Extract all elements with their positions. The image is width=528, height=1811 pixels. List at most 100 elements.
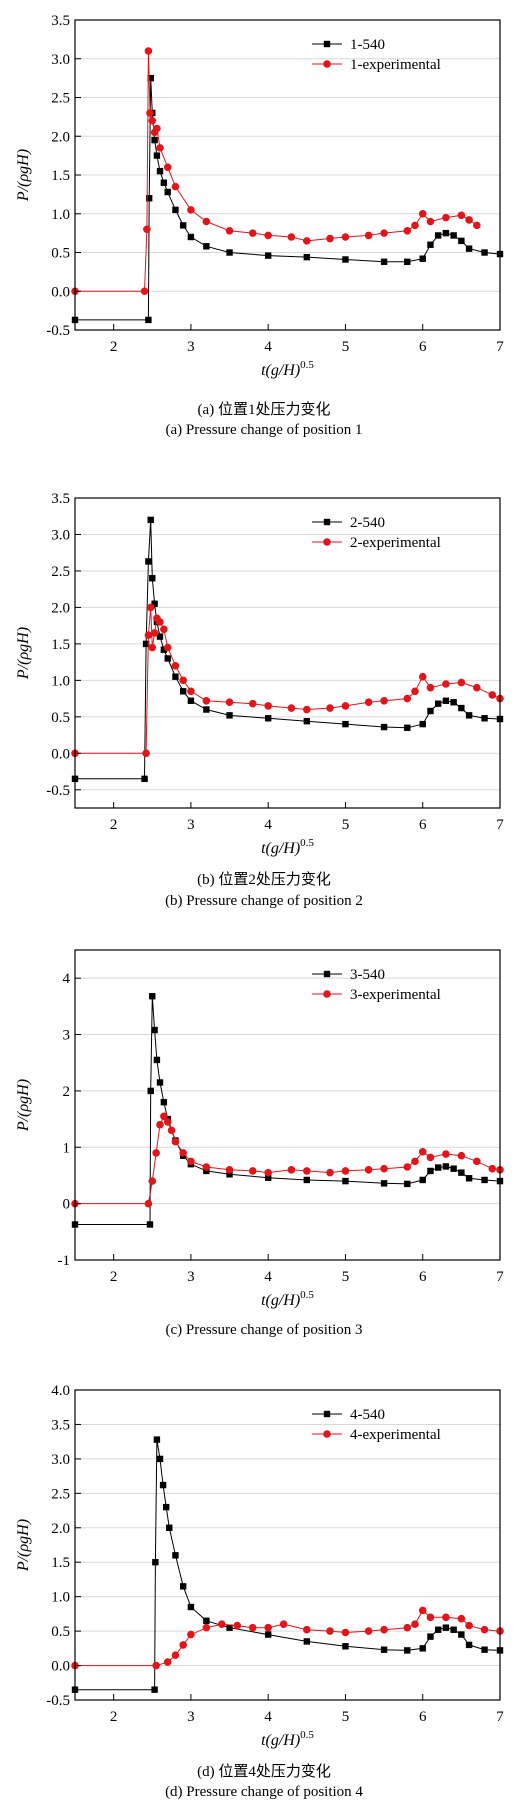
point-a-1-19 — [341, 233, 350, 241]
point-d-0-8 — [172, 1552, 179, 1559]
point-d-0-17 — [404, 1647, 411, 1654]
point-d-1-14 — [341, 1628, 350, 1637]
point-b-1-2 — [144, 631, 153, 639]
point-a-0-27 — [481, 249, 488, 256]
point-b-0-14 — [203, 706, 210, 713]
x-axis-label-a: t(g/H)0.5 — [261, 359, 314, 379]
legend-label-a-0: 1-540 — [350, 37, 385, 53]
ytick-label-a-8: 3.5 — [51, 13, 70, 29]
ytick-label-b-8: 3.5 — [51, 491, 70, 507]
chart-panel-c: 2 3 4 5 6 7 -1 0 1 2 3 4 t(g/H)0.5 P/(ρgH) 3-540 3-expe… — [0, 930, 528, 1350]
point-a-1-29 — [473, 221, 481, 230]
caption-cn-b: (b) 位置2处压力变化 — [197, 872, 331, 888]
point-b-1-13 — [202, 696, 211, 705]
series-c-1 — [71, 1112, 504, 1208]
point-a-0-16 — [303, 253, 311, 261]
point-d-0-19 — [427, 1633, 434, 1640]
point-c-1-12 — [225, 1166, 234, 1174]
point-d-0-14 — [303, 1638, 311, 1645]
ytick-label-a-1: 0.0 — [51, 284, 70, 300]
legend-c: 3-540 3-experimental — [312, 967, 441, 1003]
point-c-1-6 — [163, 1118, 172, 1126]
legend-label-d-0: 4-540 — [350, 1407, 385, 1423]
chart-b: 2 3 4 5 6 7 -0.5 0.0 0.5 1.0 1.5 2.0 2.5 3.0 3.5 t(g/H)… — [15, 491, 504, 857]
point-a-1-8 — [156, 144, 164, 152]
legend-marker-d-1 — [323, 1430, 331, 1438]
point-b-1-3 — [146, 603, 155, 612]
point-a-0-9 — [164, 188, 171, 196]
xtick-label-b-1: 3 — [187, 817, 195, 833]
ytick-label-c-1: 0 — [63, 1197, 71, 1213]
point-a-1-11 — [187, 206, 195, 214]
point-b-0-27 — [465, 712, 473, 719]
point-c-0-14 — [264, 1174, 272, 1181]
series-a-0 — [71, 74, 504, 324]
point-b-1-29 — [473, 683, 481, 692]
point-b-0-8 — [156, 633, 164, 640]
point-a-0-7 — [156, 167, 164, 175]
point-d-0-20 — [434, 1626, 442, 1633]
point-c-1-17 — [326, 1168, 334, 1177]
point-a-0-21 — [427, 241, 434, 248]
point-a-1-7 — [153, 124, 161, 133]
point-b-1-16 — [264, 702, 272, 710]
ytick-label-b-0: -0.5 — [46, 783, 70, 799]
point-b-0-26 — [458, 704, 465, 712]
point-d-0-21 — [442, 1624, 450, 1631]
legend-label-c-0: 3-540 — [350, 967, 385, 983]
point-c-1-19 — [364, 1166, 373, 1174]
ytick-label-d-1: 0.0 — [51, 1659, 70, 1675]
xtick-label-d-1: 3 — [187, 1709, 195, 1725]
point-c-0-12 — [203, 1167, 210, 1175]
ytick-label-c-5: 4 — [63, 971, 71, 987]
point-d-1-24 — [480, 1625, 489, 1634]
ytick-label-c-0: -1 — [58, 1253, 71, 1269]
y-axis-label-d: P/(ρgH) — [15, 1519, 32, 1572]
point-a-1-2 — [143, 225, 151, 234]
xtick-label-d-3: 5 — [342, 1709, 350, 1725]
point-b-1-17 — [287, 704, 296, 712]
point-a-0-18 — [380, 258, 388, 265]
ytick-label-d-8: 3.5 — [51, 1417, 70, 1433]
point-d-0-22 — [450, 1626, 457, 1633]
point-b-1-27 — [442, 680, 450, 688]
point-b-1-26 — [426, 683, 435, 692]
point-b-1-1 — [142, 749, 150, 758]
legend-label-a-1: 1-experimental — [350, 57, 441, 73]
point-b-1-25 — [418, 672, 427, 681]
series-b-0 — [71, 516, 504, 783]
xtick-label-c-1: 3 — [187, 1269, 195, 1285]
point-a-1-22 — [403, 227, 412, 235]
ytick-label-a-7: 3.0 — [51, 52, 70, 68]
point-d-0-24 — [465, 1641, 473, 1649]
point-c-0-17 — [380, 1180, 388, 1187]
caption-en-c: (c) Pressure change of position 3 — [165, 1322, 363, 1338]
point-c-0-18 — [404, 1180, 411, 1188]
point-d-0-10 — [187, 1603, 195, 1611]
caption-cn-a: (a) 位置1处压力变化 — [197, 402, 331, 418]
point-b-0-2 — [142, 640, 150, 648]
point-b-0-1 — [141, 775, 148, 783]
point-a-1-25 — [426, 217, 435, 226]
legend-d: 4-540 4-experimental — [312, 1407, 441, 1443]
plot-frame-d — [74, 1389, 501, 1701]
series-line-c-1 — [75, 1115, 501, 1205]
point-a-0-20 — [419, 255, 426, 262]
series-line-a-1 — [75, 50, 478, 292]
point-a-0-13 — [203, 243, 210, 250]
caption-cn-d: (d) 位置4处压力变化 — [197, 1764, 331, 1780]
point-c-0-7 — [160, 1098, 168, 1106]
point-b-1-12 — [187, 687, 195, 696]
point-d-0-12 — [226, 1624, 233, 1631]
point-c-0-25 — [465, 1175, 473, 1182]
legend-label-c-1: 3-experimental — [350, 987, 441, 1003]
point-d-1-2 — [163, 1658, 172, 1666]
point-b-0-10 — [164, 655, 171, 662]
point-a-1-10 — [171, 182, 180, 191]
legend-label-d-1: 4-experimental — [350, 1427, 441, 1443]
plot-frame-b — [74, 497, 501, 809]
point-a-0-17 — [342, 256, 349, 263]
point-b-0-9 — [160, 646, 168, 653]
point-d-0-2 — [152, 1559, 159, 1566]
point-c-0-3 — [149, 993, 156, 1000]
